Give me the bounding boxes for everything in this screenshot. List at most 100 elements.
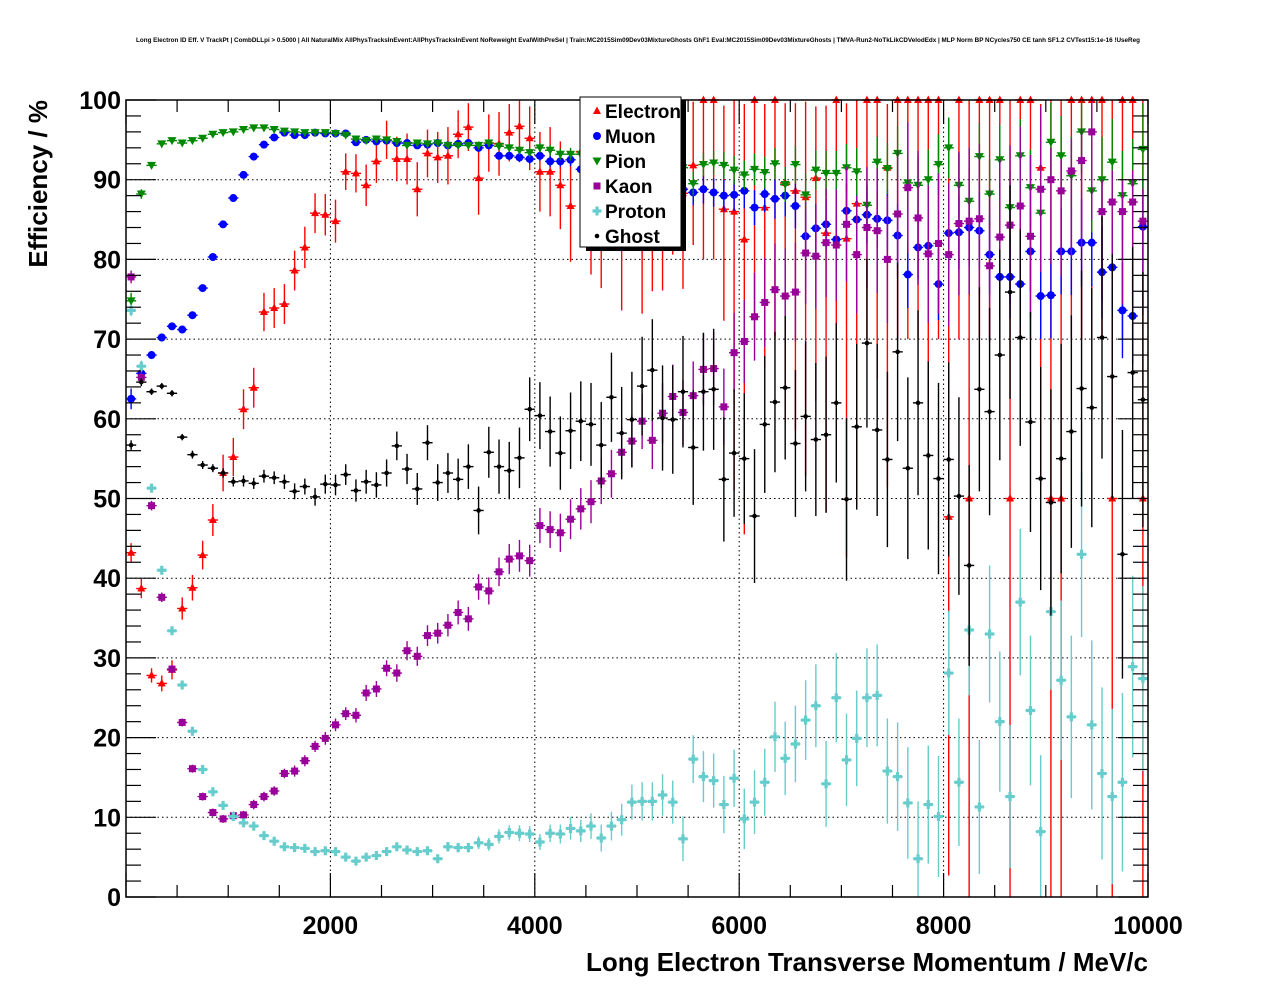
data-point (259, 831, 269, 841)
data-point (291, 767, 299, 775)
data-point (208, 787, 218, 797)
data-point (793, 441, 798, 446)
y-tick-label: 80 (93, 246, 121, 274)
data-point (517, 455, 522, 461)
data-point (1058, 456, 1064, 461)
data-point (157, 565, 167, 575)
data-point (200, 462, 205, 468)
data-point (670, 417, 676, 422)
data-point (923, 800, 933, 810)
data-point (813, 437, 819, 442)
data-point (148, 502, 156, 510)
data-point (302, 484, 308, 489)
data-point (384, 470, 389, 476)
data-point (882, 766, 892, 776)
data-point (1087, 720, 1097, 730)
data-point (1016, 202, 1024, 210)
data-point (985, 629, 995, 639)
data-point (361, 137, 371, 146)
data-point (157, 678, 166, 687)
data-point (466, 464, 471, 469)
data-point (484, 139, 494, 148)
data-point (476, 508, 481, 513)
data-point (210, 465, 216, 471)
y-tick-label: 90 (93, 167, 121, 195)
data-point (139, 379, 144, 385)
data-point (812, 252, 820, 260)
data-point (555, 829, 565, 839)
data-point (739, 814, 749, 824)
legend-marker-kaon (593, 182, 601, 190)
data-point (1077, 549, 1087, 559)
y-tick-label: 40 (93, 565, 121, 593)
data-point (955, 220, 963, 228)
data-point (402, 141, 412, 150)
x-tick-label: 10000 (1113, 912, 1183, 940)
data-point (157, 140, 167, 149)
data-point (199, 793, 207, 801)
series-ghost (126, 185, 1148, 679)
data-point (198, 550, 207, 559)
data-point (801, 191, 811, 200)
data-point (331, 216, 340, 225)
series-proton (126, 304, 1148, 897)
data-point (586, 821, 596, 831)
data-point (372, 685, 380, 693)
data-point (343, 472, 349, 477)
data-point (404, 466, 410, 472)
data-point (425, 440, 430, 446)
data-point (698, 772, 708, 782)
data-point (678, 834, 688, 844)
data-point (219, 220, 228, 229)
data-point (740, 186, 749, 195)
y-tick-label: 100 (79, 87, 121, 115)
data-series (126, 95, 1148, 897)
data-point (1128, 662, 1138, 672)
data-point (300, 242, 309, 251)
data-point (433, 854, 443, 864)
data-point (903, 798, 913, 808)
data-point (1108, 198, 1116, 206)
data-point (454, 129, 463, 138)
legend-label-proton: Proton (605, 202, 666, 223)
data-point (147, 483, 157, 493)
data-point (577, 505, 585, 513)
data-point (924, 250, 932, 258)
data-point (178, 325, 187, 334)
data-point (903, 270, 912, 279)
data-point (251, 481, 257, 486)
data-point (770, 194, 779, 203)
data-point (525, 154, 534, 163)
data-point (742, 456, 747, 461)
data-point (136, 361, 146, 371)
legend-marker-pion (592, 157, 602, 166)
data-point (1107, 158, 1117, 167)
data-point (740, 337, 748, 345)
data-point (536, 522, 544, 530)
data-point (772, 399, 778, 405)
data-point (127, 273, 135, 281)
data-point (842, 755, 852, 765)
data-point (637, 796, 647, 806)
data-point (915, 400, 921, 406)
data-point (290, 266, 299, 274)
data-point (780, 753, 790, 763)
data-point (833, 400, 839, 406)
data-point (578, 418, 584, 424)
data-point (639, 383, 645, 389)
data-point (371, 851, 381, 861)
data-point (730, 207, 739, 215)
data-point (923, 176, 933, 185)
data-point (342, 710, 350, 718)
data-point (821, 779, 831, 789)
data-point (374, 482, 379, 488)
data-point (169, 390, 175, 396)
data-point (535, 144, 545, 153)
data-point (320, 129, 330, 138)
data-point (1036, 292, 1045, 301)
data-point (831, 169, 841, 178)
chart-title: Long Electron ID Eff. V TrackPt | CombDL… (136, 37, 1140, 44)
data-point (403, 154, 412, 162)
data-point (854, 424, 860, 430)
data-point (709, 776, 719, 786)
